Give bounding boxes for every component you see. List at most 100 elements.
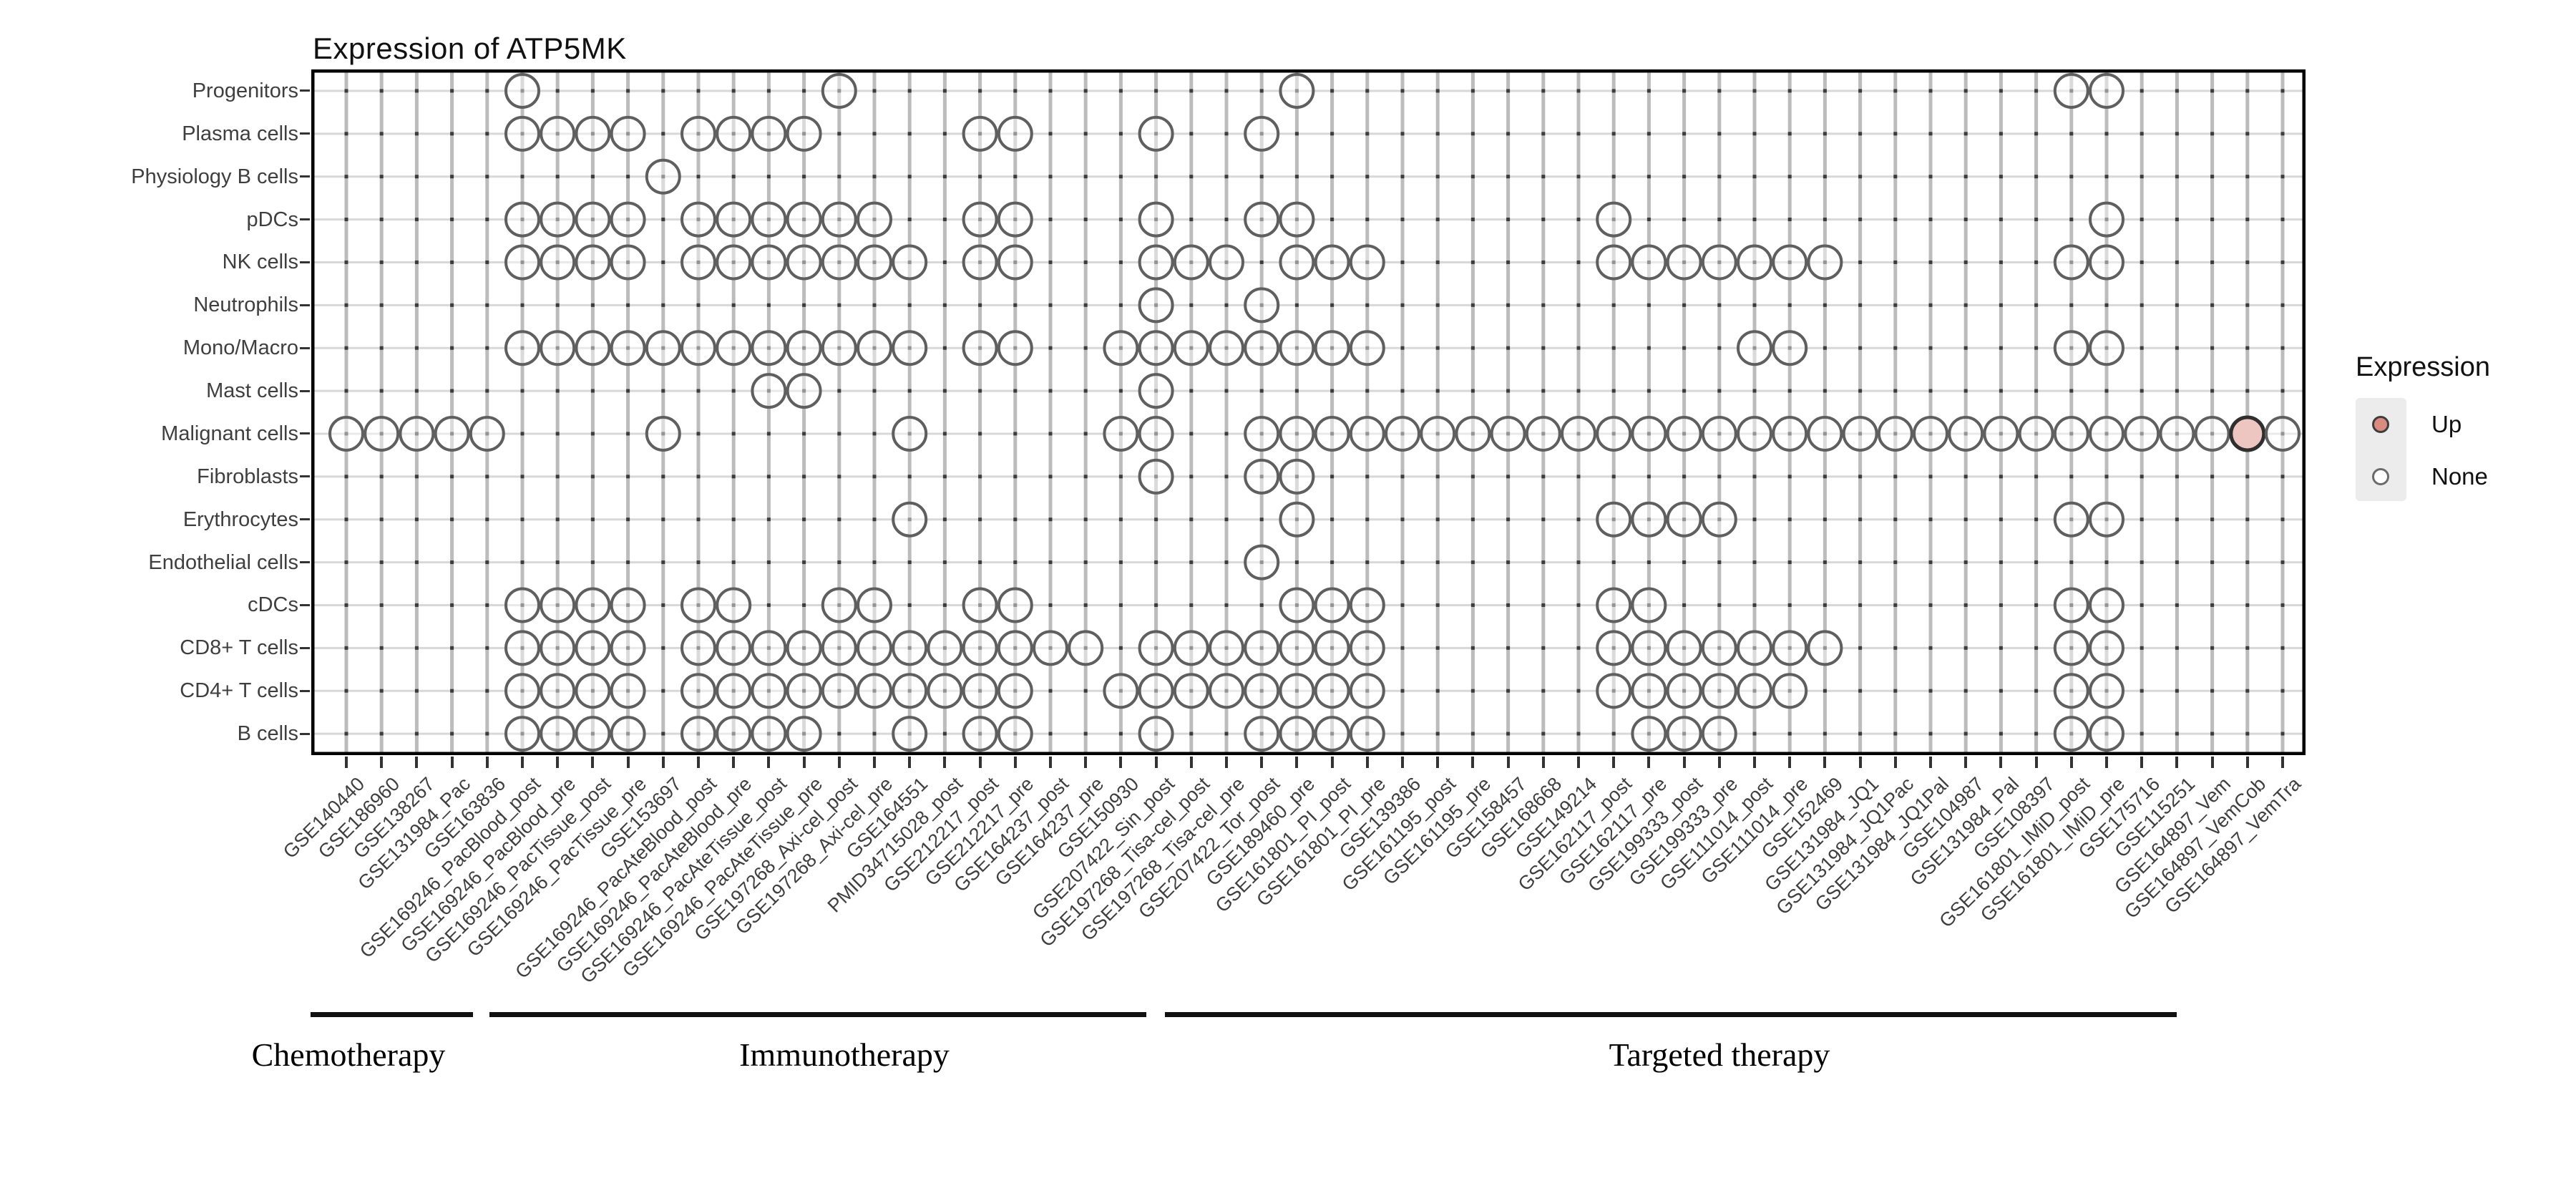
data-point-circle: [504, 673, 540, 709]
grid-dot: [2175, 89, 2179, 93]
grid-dot: [2280, 603, 2285, 607]
grid-dot: [907, 175, 912, 179]
data-point-circle: [1279, 330, 1315, 366]
grid-dot: [379, 603, 384, 607]
grid-dot: [1013, 389, 1018, 393]
grid-dot: [1999, 260, 2003, 264]
x-axis-tick: [2069, 757, 2073, 768]
grid-dot: [907, 389, 912, 393]
grid-dot: [802, 689, 806, 693]
data-point-circle: [1807, 244, 1843, 281]
grid-dot: [2245, 260, 2250, 264]
data-point-circle: [997, 244, 1033, 281]
grid-dot: [1259, 603, 1264, 607]
data-point-circle: [751, 115, 787, 152]
data-point-circle: [2089, 330, 2124, 366]
grid-dot: [907, 517, 912, 522]
grid-dot: [1048, 560, 1053, 565]
grid-dot: [590, 132, 595, 136]
grid-dot: [1330, 89, 1335, 93]
grid-dot: [1294, 175, 1299, 179]
data-point-circle: [1244, 673, 1280, 709]
data-point-circle: [1244, 544, 1280, 580]
grid-dot: [978, 89, 982, 93]
grid-dot: [1682, 389, 1687, 393]
data-point-circle: [1138, 287, 1174, 324]
grid-dot: [2034, 89, 2039, 93]
data-point-circle: [962, 673, 998, 709]
x-axis-tick: [2281, 757, 2284, 768]
grid-dot: [1787, 475, 1792, 479]
grid-dot: [766, 560, 771, 565]
y-axis-tick: [300, 646, 310, 649]
grid-dot: [2069, 432, 2074, 436]
grid-dot: [379, 346, 384, 350]
grid-dot: [1259, 389, 1264, 393]
grid-dot: [1189, 175, 1194, 179]
x-axis-tick: [837, 757, 841, 768]
grid-dot: [2104, 303, 2109, 307]
grid-dot: [1013, 346, 1018, 350]
grid-dot: [2245, 346, 2250, 350]
grid-dot: [907, 732, 912, 736]
grid-dot: [696, 689, 701, 693]
grid-dot: [485, 175, 489, 179]
data-point-circle: [1385, 415, 1420, 452]
grid-dot: [766, 689, 771, 693]
data-point-circle: [1103, 415, 1139, 452]
grid-dot: [450, 517, 454, 522]
grid-dot: [1013, 517, 1018, 522]
grid-dot: [1294, 689, 1299, 693]
grid-dot: [1717, 132, 1722, 136]
grid-dot: [1541, 218, 1546, 222]
x-axis-tick: [1436, 757, 1440, 768]
grid-dot: [520, 475, 525, 479]
group-label-immunotherapy: Immunotherapy: [739, 1036, 950, 1073]
grid-dot: [1611, 732, 1616, 736]
y-axis-tick: [300, 603, 310, 606]
grid-dot: [1999, 732, 2003, 736]
grid-dot: [1646, 432, 1651, 436]
grid-dot: [590, 517, 595, 522]
grid-dot: [344, 689, 348, 693]
grid-dot: [1506, 689, 1511, 693]
grid-dot: [802, 346, 806, 350]
grid-dot: [555, 646, 560, 650]
grid-dot: [1259, 260, 1264, 264]
grid-dot: [1858, 603, 1863, 607]
grid-dot: [802, 517, 806, 522]
grid-dot: [661, 389, 665, 393]
grid-dot: [590, 218, 595, 222]
grid-dot: [1154, 432, 1158, 436]
grid-dot: [2104, 260, 2109, 264]
data-point-circle: [1701, 244, 1737, 281]
grid-dot: [1435, 389, 1440, 393]
grid-dot: [766, 646, 771, 650]
data-point-circle: [1138, 373, 1174, 409]
data-point-circle: [1279, 458, 1315, 495]
grid-dot: [978, 560, 982, 565]
grid-dot: [1963, 346, 1968, 350]
grid-dot: [1999, 89, 2003, 93]
grid-dot: [1682, 89, 1687, 93]
grid-dot: [837, 646, 841, 650]
grid-dot: [1189, 260, 1194, 264]
grid-dot: [1083, 389, 1088, 393]
grid-dot: [731, 132, 736, 136]
data-point-circle: [1209, 244, 1244, 281]
grid-dot: [1576, 732, 1581, 736]
data-point-circle: [716, 115, 752, 152]
grid-dot: [1611, 560, 1616, 565]
data-point-circle: [1138, 415, 1174, 452]
grid-dot: [1541, 303, 1546, 307]
grid-dot: [379, 218, 384, 222]
grid-dot: [1435, 732, 1440, 736]
grid-dot: [2104, 646, 2109, 650]
grid-dot: [1893, 689, 1898, 693]
grid-dot: [696, 260, 701, 264]
grid-dot: [1858, 646, 1863, 650]
grid-dot: [1400, 560, 1405, 565]
grid-dot: [1330, 303, 1335, 307]
grid-dot: [344, 646, 348, 650]
grid-dot: [1682, 646, 1687, 650]
